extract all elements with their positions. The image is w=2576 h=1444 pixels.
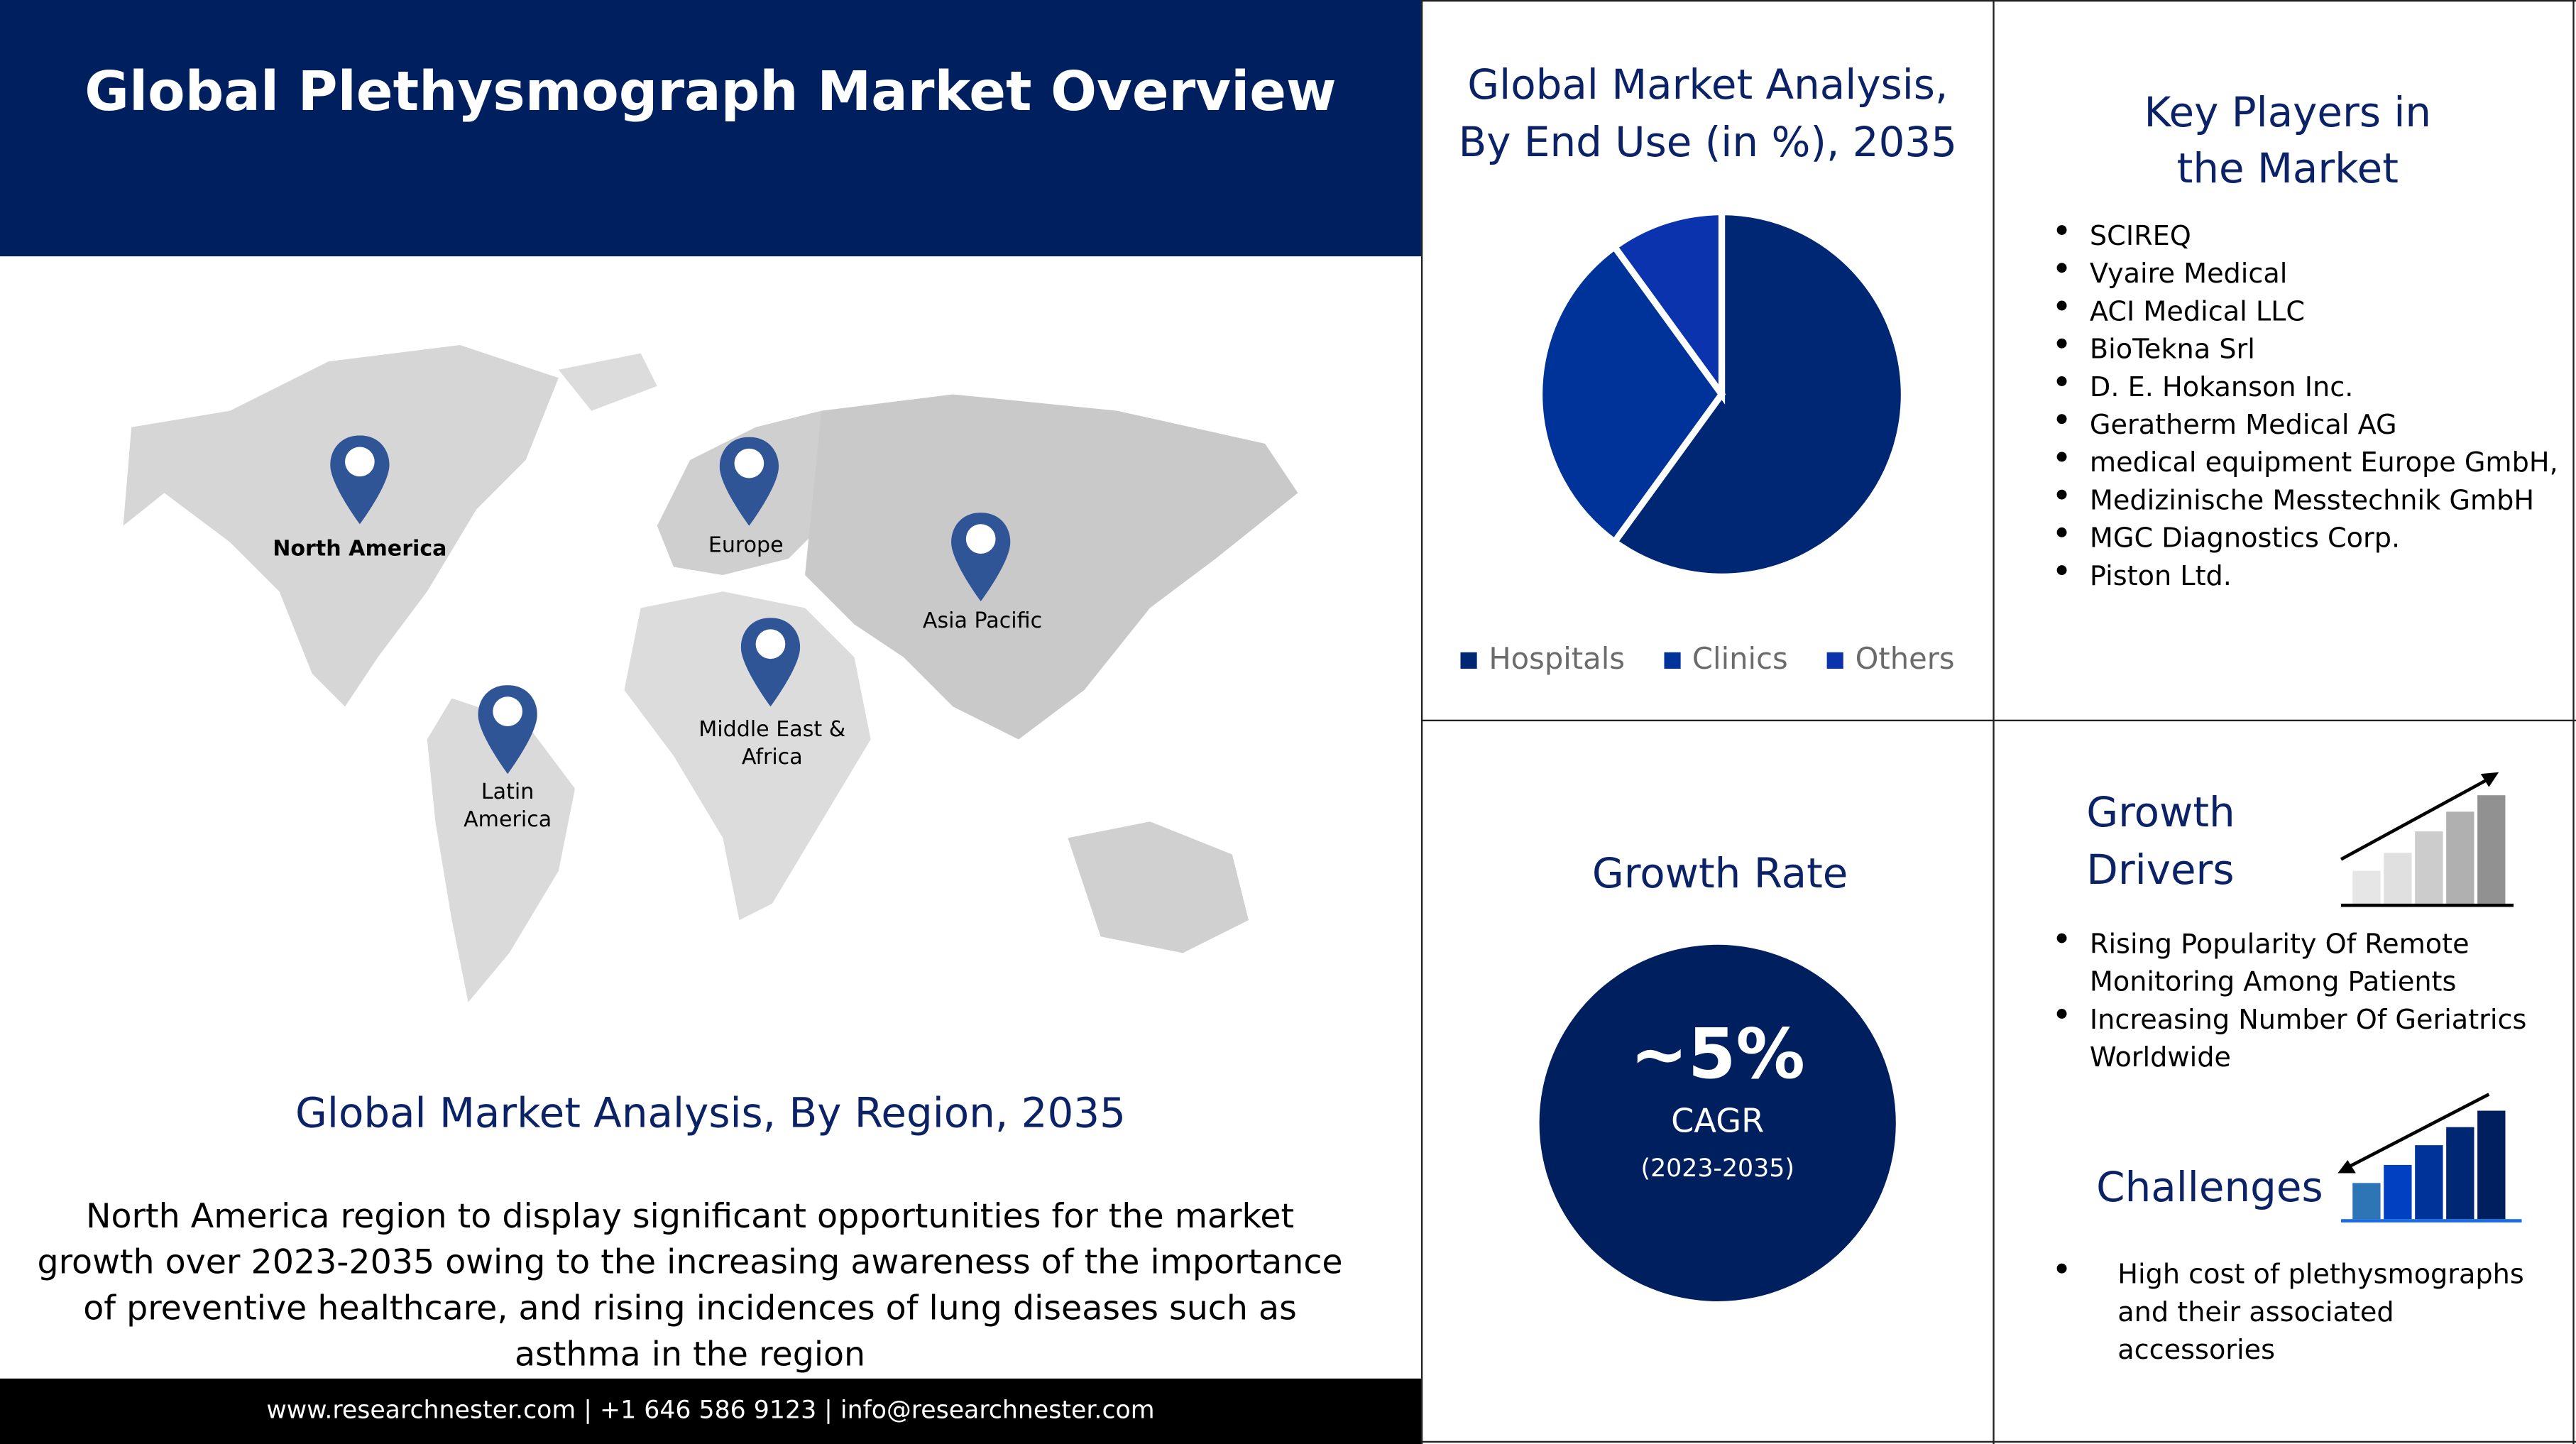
legend-item: Others [1827, 642, 1955, 677]
legend-item: Hospitals [1460, 642, 1626, 677]
list-item: medical equipment Europe GmbH, [2054, 444, 2563, 481]
divider [1420, 719, 2576, 722]
challenges-title: Challenges [2096, 1163, 2323, 1211]
divider [2572, 0, 2575, 1444]
legend-swatch [1664, 652, 1681, 669]
cagr-circle: ~5% CAGR (2023-2035) [1539, 944, 1896, 1302]
list-item: Medizinische Messtechnik GmbH [2054, 481, 2563, 519]
legend-label: Hospitals [1489, 642, 1626, 677]
pie-slice-clinics [1536, 242, 1726, 547]
page-title: Global Plethysmograph Market Overview [84, 59, 1337, 124]
list-item: Increasing Number Of Geriatrics Worldwid… [2054, 1000, 2546, 1076]
key-players-list: SCIREQ Vyaire Medical ACI Medical LLC BioTe… [2054, 217, 2563, 595]
key-players-title: Key Players in the Market [2144, 88, 2432, 192]
region-label: North America [273, 537, 447, 562]
growth-rate-title: Growth Rate [1591, 849, 1848, 897]
divider [1420, 0, 2576, 2]
region-label: Europe [708, 534, 784, 559]
region-description: North America region to display signific… [37, 1196, 1343, 1374]
list-item: ACI Medical LLC [2054, 292, 2563, 330]
challenges-list: High cost of plethysmographs and their a… [2054, 1255, 2530, 1369]
growth-drivers-list: Rising Popularity Of Remote Monitoring A… [2054, 925, 2546, 1076]
legend-label: Others [1855, 642, 1955, 677]
list-item: Rising Popularity Of Remote Monitoring A… [2054, 925, 2546, 1000]
location-pin-icon [478, 685, 537, 775]
list-item: Geratherm Medical AG [2054, 406, 2563, 444]
growth-drivers-title: Growth Drivers [2086, 788, 2235, 895]
legend-swatch [1460, 652, 1478, 669]
world-map [123, 345, 1298, 1002]
location-pin-icon [719, 437, 779, 526]
divider [1420, 0, 1423, 1444]
list-item: D. E. Hokanson Inc. [2054, 368, 2563, 405]
list-item: Piston Ltd. [2054, 557, 2563, 595]
divider [1993, 0, 1995, 1444]
cagr-label: CAGR [1671, 1100, 1765, 1141]
region-label: Middle East & Africa [698, 718, 846, 771]
pie-chart-title: Global Market Analysis, By End Use (in %… [1458, 60, 1958, 166]
region-analysis-title: Global Market Analysis, By Region, 2035 [295, 1089, 1126, 1137]
divider [1420, 1440, 2576, 1443]
location-pin-icon [330, 435, 390, 525]
list-item: BioTekna Srl [2054, 330, 2563, 368]
legend-item: Clinics [1664, 642, 1788, 677]
pie-slice-hospitals [1610, 208, 1907, 580]
cagr-period: (2023-2035) [1640, 1153, 1794, 1183]
region-label: Latin America [464, 780, 552, 833]
legend-label: Clinics [1692, 642, 1788, 677]
pie-legend: Hospitals Clinics Others [1423, 642, 1993, 677]
header-banner: Global Plethysmograph Market Overview [0, 0, 1421, 257]
legend-swatch [1827, 652, 1844, 669]
list-item: SCIREQ [2054, 217, 2563, 255]
list-item: High cost of plethysmographs and their a… [2054, 1255, 2530, 1369]
growth-chart-icon [2340, 772, 2514, 907]
location-pin-icon [740, 618, 801, 707]
footer-contact: www.researchnester.com | +1 646 586 9123… [0, 1378, 1421, 1444]
region-label: Asia Pacific [922, 609, 1043, 635]
decline-chart-icon [2337, 1093, 2522, 1223]
pie-slice-others [1610, 208, 1726, 405]
list-item: MGC Diagnostics Corp. [2054, 519, 2563, 557]
pie-chart [1536, 208, 1907, 580]
list-item: Vyaire Medical [2054, 255, 2563, 292]
location-pin-icon [951, 513, 1011, 602]
cagr-value: ~5% [1630, 1013, 1805, 1095]
